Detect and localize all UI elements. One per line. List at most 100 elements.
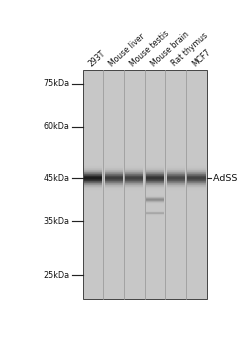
Bar [84, 186, 102, 187]
Bar [84, 174, 102, 175]
Bar [105, 175, 123, 176]
Bar [146, 176, 164, 177]
Bar [84, 173, 102, 174]
Bar [105, 168, 123, 169]
Bar [125, 180, 143, 181]
Bar [167, 166, 185, 167]
Bar [105, 183, 123, 184]
Bar [187, 190, 206, 191]
Bar [84, 169, 102, 170]
Bar [125, 167, 143, 168]
Bar [167, 167, 185, 168]
Bar [84, 181, 102, 182]
Bar [84, 179, 102, 180]
Bar [187, 166, 206, 167]
Bar [125, 188, 143, 189]
Bar [187, 189, 206, 190]
Bar [187, 168, 206, 169]
Bar [84, 167, 102, 168]
Bar [125, 176, 143, 177]
Text: Mouse brain: Mouse brain [149, 29, 191, 68]
Bar [187, 173, 206, 174]
Bar [125, 182, 143, 183]
Bar [167, 185, 185, 186]
Bar [105, 174, 123, 175]
Bar [84, 187, 102, 188]
Bar [105, 189, 123, 190]
Bar [84, 189, 102, 190]
Bar [187, 184, 206, 185]
Bar [84, 188, 102, 189]
Bar [187, 170, 206, 171]
Bar [146, 186, 164, 187]
Bar [146, 167, 164, 168]
Bar [105, 167, 123, 168]
Bar [187, 171, 206, 172]
Bar [105, 180, 123, 181]
Bar [187, 187, 206, 188]
Bar [84, 168, 102, 169]
Bar [125, 169, 143, 170]
Bar [167, 172, 185, 173]
Bar [125, 181, 143, 182]
Bar [125, 170, 143, 171]
Bar [84, 176, 102, 177]
Text: 293T: 293T [87, 49, 107, 68]
Bar [187, 178, 206, 179]
Bar [105, 190, 123, 191]
Text: 60kDa: 60kDa [44, 122, 70, 131]
Bar [146, 185, 164, 186]
Bar [125, 179, 143, 180]
Bar [167, 182, 185, 183]
Bar [146, 178, 164, 179]
Bar [187, 181, 206, 182]
Bar [167, 165, 185, 166]
Bar [146, 180, 164, 181]
Bar [146, 188, 164, 189]
Text: Rat thymus: Rat thymus [170, 31, 209, 68]
Bar [167, 175, 185, 176]
Bar [105, 179, 123, 180]
Bar [146, 166, 164, 167]
Bar [146, 183, 164, 184]
Bar [105, 181, 123, 182]
Bar [84, 184, 102, 185]
Bar [105, 184, 123, 185]
Text: MCF7: MCF7 [190, 47, 212, 68]
Bar [84, 182, 102, 183]
Bar [146, 165, 164, 166]
Bar [146, 173, 164, 174]
Bar [105, 169, 123, 170]
Bar [146, 190, 164, 191]
Bar [84, 171, 102, 172]
Bar [146, 174, 164, 175]
Bar [125, 168, 143, 169]
Bar [187, 169, 206, 170]
Text: 35kDa: 35kDa [44, 217, 70, 226]
Bar [125, 178, 143, 179]
Bar [187, 183, 206, 184]
Bar [146, 182, 164, 183]
Bar [125, 187, 143, 188]
Bar [125, 189, 143, 190]
Bar [167, 190, 185, 191]
Bar [146, 179, 164, 180]
Text: Mouse liver: Mouse liver [108, 32, 147, 68]
Bar [105, 172, 123, 173]
Bar [146, 184, 164, 185]
Bar [146, 172, 164, 173]
Bar [105, 165, 123, 166]
Bar [125, 185, 143, 186]
Bar [146, 169, 164, 170]
Bar [167, 181, 185, 182]
Bar [105, 187, 123, 188]
Bar [125, 166, 143, 167]
Bar [187, 182, 206, 183]
Bar [167, 187, 185, 188]
Bar [187, 175, 206, 176]
Bar [105, 178, 123, 179]
Bar [125, 184, 143, 185]
Bar [105, 176, 123, 177]
Bar [125, 171, 143, 172]
Bar [105, 182, 123, 183]
